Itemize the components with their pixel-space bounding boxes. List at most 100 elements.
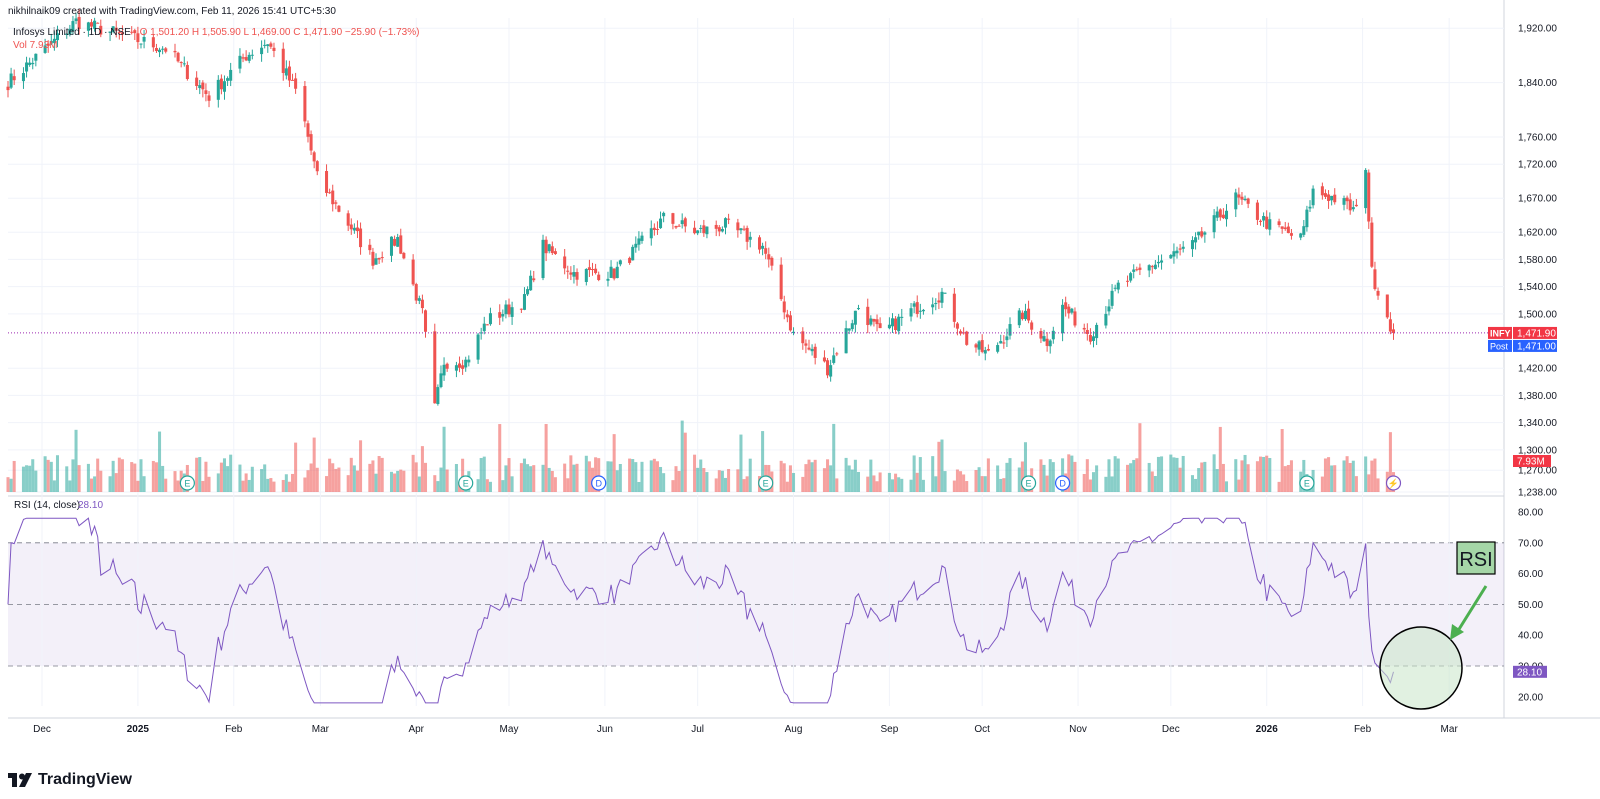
- candle-body: [334, 202, 338, 204]
- candle-body: [705, 226, 709, 235]
- candle-body: [433, 331, 437, 404]
- volume-bar: [1169, 454, 1173, 492]
- volume-bar: [699, 459, 703, 492]
- candle-body: [612, 268, 616, 279]
- volume-bar: [894, 473, 898, 492]
- price-tick-label: 1,840.00: [1518, 78, 1557, 89]
- candle-body: [631, 246, 635, 261]
- candle-body: [940, 291, 944, 303]
- volume-bar: [507, 458, 511, 492]
- volume-bar: [1156, 456, 1160, 492]
- candle-body: [767, 254, 771, 260]
- volume-bar: [414, 462, 418, 492]
- candle-body: [374, 258, 378, 265]
- candle-body: [986, 348, 990, 351]
- rsi-line: [7, 517, 1394, 704]
- candle-body: [792, 331, 796, 334]
- candle-body: [869, 318, 873, 325]
- time-tick-label: Jun: [597, 724, 613, 735]
- candle-body: [921, 309, 925, 312]
- candle-body: [1218, 209, 1222, 218]
- volume-bar: [807, 459, 811, 492]
- candle-body: [856, 308, 860, 310]
- volume-bar: [890, 479, 895, 492]
- candle-body: [1138, 267, 1142, 270]
- volume-bar: [541, 464, 545, 492]
- volume-bar: [52, 480, 56, 492]
- volume-bar: [359, 440, 363, 492]
- annotation-label: RSI: [1459, 549, 1492, 571]
- candle-body: [801, 331, 805, 344]
- candle-body: [547, 244, 551, 252]
- candle-body: [965, 331, 969, 345]
- volume-bar: [977, 467, 981, 492]
- candle-body: [761, 245, 765, 249]
- candle-body: [399, 235, 403, 254]
- price-tick-label: 1,720.00: [1518, 160, 1557, 171]
- volume-bar: [1327, 457, 1331, 492]
- candle-body: [1215, 211, 1219, 218]
- volume-bar: [510, 476, 514, 492]
- volume-bar: [569, 455, 573, 492]
- volume-bar: [683, 432, 687, 492]
- candle-body: [590, 269, 595, 271]
- candle-body: [139, 43, 143, 45]
- volume-bar: [1129, 463, 1133, 492]
- candle-body: [696, 230, 700, 234]
- time-tick-label: Oct: [974, 724, 990, 735]
- volume-bar: [921, 479, 925, 492]
- volume-bar: [1061, 458, 1065, 492]
- volume-bar: [720, 470, 724, 492]
- volume-bar: [1246, 464, 1250, 492]
- volume-bar: [402, 470, 406, 492]
- candle-body: [550, 246, 554, 254]
- candle-body: [498, 312, 502, 318]
- candle-body: [52, 38, 56, 43]
- event-marker-label: E: [763, 479, 769, 489]
- candle-body: [436, 387, 440, 404]
- candle-body: [507, 304, 511, 315]
- volume-bar: [674, 466, 678, 492]
- candle-body: [1017, 310, 1021, 326]
- volume-bar: [662, 473, 666, 492]
- time-tick-label: Nov: [1069, 724, 1087, 735]
- volume-bar: [284, 474, 288, 492]
- volume-bar: [526, 464, 530, 492]
- volume-bar: [934, 476, 938, 492]
- candle-body: [439, 373, 443, 388]
- candle-body: [764, 248, 768, 254]
- price-tick-label: 1,380.00: [1518, 391, 1557, 402]
- volume-bar: [1283, 466, 1287, 492]
- volume-bar: [1200, 462, 1204, 492]
- candle-body: [1320, 186, 1324, 196]
- candle-body: [464, 359, 468, 368]
- candle-body: [519, 308, 523, 310]
- candle-body: [1116, 282, 1120, 290]
- candle-body: [1067, 306, 1071, 314]
- event-marker-circle: [458, 475, 474, 491]
- volume-bar: [826, 459, 830, 492]
- volume-bar: [294, 442, 298, 492]
- candle-body: [1107, 306, 1111, 312]
- volume-bar: [801, 476, 805, 492]
- volume-bar: [89, 478, 94, 492]
- candle-body: [1323, 193, 1327, 197]
- candle-body: [637, 238, 641, 245]
- time-tick-label: Dec: [1162, 724, 1180, 735]
- event-marker: E: [758, 475, 774, 491]
- volume-bar: [423, 462, 428, 492]
- volume-bar: [1268, 458, 1272, 492]
- volume-bar: [46, 459, 50, 492]
- volume-bar: [832, 423, 836, 492]
- volume-bar: [25, 465, 29, 492]
- candle-body: [931, 304, 935, 308]
- volume-bar: [417, 476, 421, 492]
- volume-bar: [161, 465, 165, 492]
- volume-bar: [1132, 459, 1136, 492]
- last-price-tag: 1,471.90: [1517, 328, 1556, 339]
- volume-bar: [717, 470, 721, 492]
- volume-bar: [742, 479, 746, 492]
- volume-bar: [65, 466, 69, 492]
- candle-body: [1391, 329, 1396, 333]
